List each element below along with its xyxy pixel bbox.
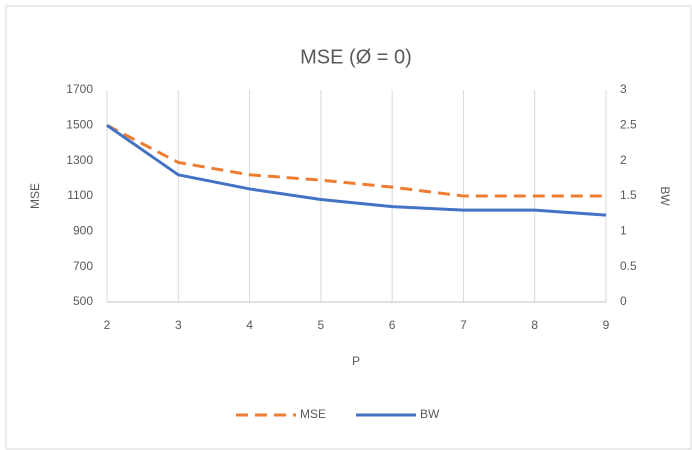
series-line bbox=[106, 124, 607, 217]
y2-axis-label: BW bbox=[658, 186, 672, 206]
legend-label: BW bbox=[420, 407, 440, 421]
y2-tick-label: 1.5 bbox=[620, 188, 637, 202]
y2-tick-label: 1 bbox=[620, 224, 627, 238]
x-tick-label: 3 bbox=[175, 318, 182, 332]
y-tick-label: 700 bbox=[73, 259, 93, 273]
x-tick-label: 5 bbox=[318, 318, 325, 332]
x-tick-label: 7 bbox=[460, 318, 467, 332]
x-tick-label: 6 bbox=[389, 318, 396, 332]
y2-tick-label: 3 bbox=[620, 82, 627, 96]
legend-label: MSE bbox=[300, 407, 326, 421]
y2-tick-label: 2 bbox=[620, 153, 627, 167]
y-axis-label: MSE bbox=[28, 183, 42, 209]
chart-border bbox=[5, 5, 692, 450]
y2-tick-label: 0 bbox=[620, 294, 627, 308]
y-tick-label: 500 bbox=[73, 294, 93, 308]
x-tick-label: 8 bbox=[531, 318, 538, 332]
series-line bbox=[106, 124, 606, 198]
x-tick-label: 9 bbox=[603, 318, 610, 332]
chart-title: MSE (Ø = 0) bbox=[300, 46, 412, 68]
y-tick-label: 1100 bbox=[67, 188, 93, 202]
x-tick-label: 2 bbox=[104, 318, 111, 332]
y-tick-label: 900 bbox=[73, 224, 93, 238]
x-axis-label: P bbox=[352, 354, 360, 368]
y-tick-label: 1500 bbox=[66, 118, 93, 132]
x-tick-label: 4 bbox=[246, 318, 253, 332]
y2-tick-label: 0.5 bbox=[620, 259, 637, 273]
y-tick-label: 1300 bbox=[66, 153, 93, 167]
y-tick-label: 1700 bbox=[66, 82, 93, 96]
y2-tick-label: 2.5 bbox=[620, 118, 637, 132]
